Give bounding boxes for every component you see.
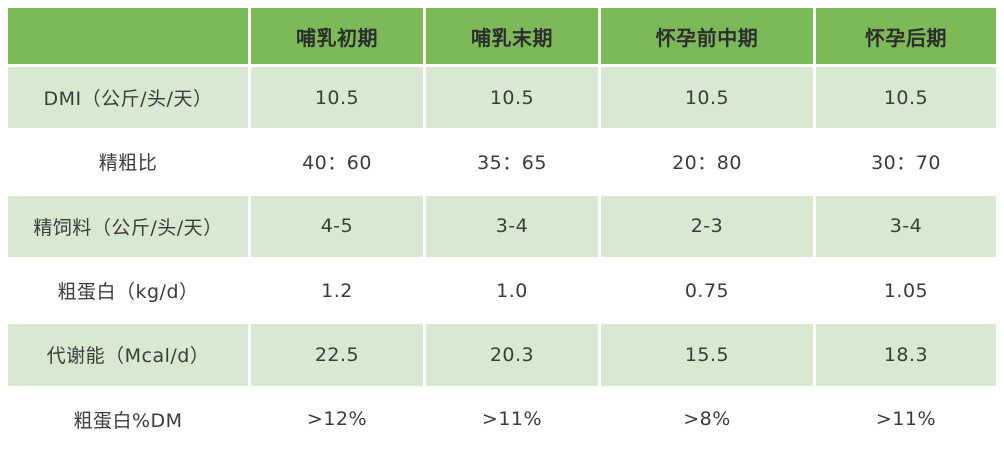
value-cell: 22.5	[251, 324, 423, 386]
value-cell: 3-4	[426, 195, 598, 257]
table-header-cell: 怀孕后期	[816, 8, 996, 64]
row-label-cell: DMI（公斤/头/天）	[8, 67, 248, 129]
value-cell: 3-4	[816, 195, 996, 257]
row-label-cell: 代谢能（Mcal/d）	[8, 324, 248, 386]
value-cell: 1.05	[816, 259, 996, 322]
value-cell: 4-5	[251, 195, 423, 257]
value-cell: 15.5	[601, 324, 813, 386]
value-cell: >11%	[426, 388, 598, 450]
row-label-cell: 粗蛋白%DM	[8, 388, 248, 450]
row-label-cell: 精饲料（公斤/头/天）	[8, 195, 248, 257]
value-cell: 10.5	[816, 67, 996, 129]
value-cell: 10.5	[601, 67, 813, 129]
value-cell: 18.3	[816, 324, 996, 386]
value-cell: >8%	[601, 388, 813, 450]
value-cell: 40：60	[251, 131, 423, 193]
value-cell: 35：65	[426, 131, 598, 193]
value-cell: >12%	[251, 388, 423, 450]
value-cell: 0.75	[601, 259, 813, 322]
value-cell: 20：80	[601, 131, 813, 193]
row-label-cell: 粗蛋白（kg/d）	[8, 259, 248, 322]
table-header-corner-cell	[8, 8, 248, 64]
value-cell: 30：70	[816, 131, 996, 193]
table-header-cell: 怀孕前中期	[601, 8, 813, 64]
row-label-cell: 精粗比	[8, 131, 248, 193]
value-cell: 10.5	[251, 67, 423, 129]
value-cell: 10.5	[426, 67, 598, 129]
table-header-cell: 哺乳末期	[426, 8, 598, 64]
value-cell: >11%	[816, 388, 996, 450]
table-header-cell: 哺乳初期	[251, 8, 423, 64]
value-cell: 2-3	[601, 195, 813, 257]
value-cell: 20.3	[426, 324, 598, 386]
value-cell: 1.2	[251, 259, 423, 322]
value-cell: 1.0	[426, 259, 598, 322]
nutrition-table: 哺乳初期 哺乳末期 怀孕前中期 怀孕后期 DMI（公斤/头/天） 10.5 10…	[8, 8, 996, 450]
